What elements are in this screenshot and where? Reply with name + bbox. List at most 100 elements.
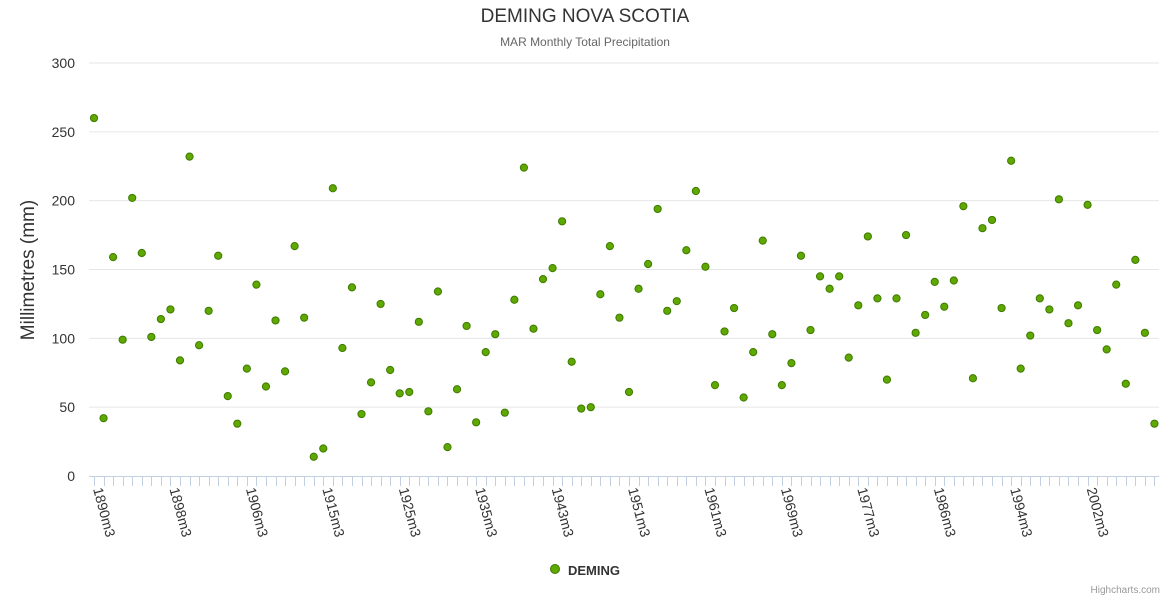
x-tick-label: 1890m3 — [90, 486, 119, 539]
data-point — [347, 283, 357, 292]
data-point — [280, 367, 290, 376]
data-point — [959, 202, 968, 211]
data-point — [156, 314, 165, 324]
y-tick-label: 250 — [52, 124, 76, 140]
data-point — [462, 321, 471, 331]
data-point — [538, 275, 548, 284]
legend[interactable]: DEMING — [0, 563, 1170, 578]
x-tick-label: 1961m3 — [702, 486, 731, 539]
data-point — [204, 306, 213, 315]
data-point — [749, 348, 758, 357]
data-point — [128, 193, 137, 203]
data-point — [223, 392, 232, 401]
data-point — [1140, 328, 1149, 337]
data-point — [491, 330, 500, 339]
data-point — [472, 418, 481, 427]
data-point — [1131, 255, 1140, 264]
data-point — [481, 348, 490, 357]
y-tick-label: 100 — [52, 330, 76, 346]
data-point — [99, 414, 108, 423]
credits-link[interactable]: Highcharts.com — [1090, 585, 1160, 596]
scatter-series — [89, 113, 1159, 461]
data-point — [214, 251, 223, 260]
data-point — [166, 305, 175, 314]
data-point — [997, 303, 1006, 313]
x-tick-label: 1969m3 — [778, 486, 807, 539]
data-point — [586, 403, 595, 412]
y-tick-label: 50 — [59, 399, 75, 415]
data-point — [854, 301, 863, 310]
chart-title: DEMING NOVA SCOTIA — [480, 6, 690, 27]
data-point — [940, 302, 949, 311]
data-point — [558, 217, 567, 226]
data-point — [949, 276, 958, 285]
x-tick-label: 2002m3 — [1084, 486, 1113, 539]
data-point — [1064, 319, 1073, 328]
data-point — [729, 303, 739, 313]
data-point — [1083, 200, 1092, 209]
x-tick-label: 1994m3 — [1007, 486, 1036, 539]
data-point — [233, 419, 242, 428]
data-point — [395, 389, 404, 398]
data-point — [137, 248, 146, 258]
data-point — [691, 186, 700, 196]
x-tick-label: 1925m3 — [396, 486, 425, 539]
data-point — [500, 408, 509, 417]
data-point — [309, 452, 318, 461]
data-point — [548, 264, 557, 273]
x-tick-label: 1977m3 — [854, 486, 883, 539]
data-point — [252, 280, 261, 289]
data-point — [424, 407, 433, 416]
y-tick-label: 300 — [52, 55, 76, 71]
data-point — [710, 381, 720, 390]
data-point — [644, 259, 653, 269]
data-point — [1035, 294, 1044, 303]
data-point — [672, 297, 681, 306]
data-point — [758, 236, 767, 245]
data-point — [319, 444, 328, 453]
legend-label: DEMING — [568, 563, 620, 578]
data-point — [806, 325, 815, 335]
grid-lines — [89, 62, 1159, 408]
data-point — [510, 295, 519, 304]
x-tick-label: 1986m3 — [931, 486, 960, 539]
data-point — [844, 353, 853, 362]
data-point — [796, 251, 806, 260]
data-point — [682, 246, 691, 255]
data-point — [815, 272, 825, 281]
data-point — [271, 316, 280, 325]
data-point — [1054, 195, 1064, 204]
data-point — [615, 313, 624, 322]
data-point — [376, 299, 385, 309]
data-point — [118, 335, 127, 344]
data-point — [386, 365, 395, 375]
data-point — [1016, 364, 1025, 373]
y-axis-title: Millimetres (mm) — [18, 200, 39, 340]
data-point — [968, 374, 978, 383]
y-tick-label: 0 — [67, 468, 75, 484]
y-axis: 0 50 100 150 200 250 300 — [52, 55, 76, 484]
data-point — [261, 382, 271, 391]
data-point — [701, 262, 710, 271]
data-point — [901, 230, 911, 240]
data-point — [433, 287, 443, 296]
data-point — [987, 215, 997, 225]
data-point — [1093, 325, 1102, 335]
data-point — [519, 163, 529, 172]
x-tick-label: 1935m3 — [472, 486, 501, 539]
data-point — [338, 343, 347, 353]
data-point — [634, 284, 643, 293]
data-point — [577, 404, 586, 413]
data-point — [777, 381, 786, 390]
data-point — [567, 357, 576, 366]
data-point — [739, 393, 748, 402]
data-point — [185, 152, 194, 161]
data-point — [921, 310, 930, 320]
x-tick-label: 1898m3 — [167, 486, 196, 539]
data-point — [624, 387, 634, 397]
data-point — [366, 378, 376, 387]
data-point — [405, 387, 414, 397]
x-tick-label: 1943m3 — [549, 486, 578, 539]
data-point — [873, 294, 882, 303]
